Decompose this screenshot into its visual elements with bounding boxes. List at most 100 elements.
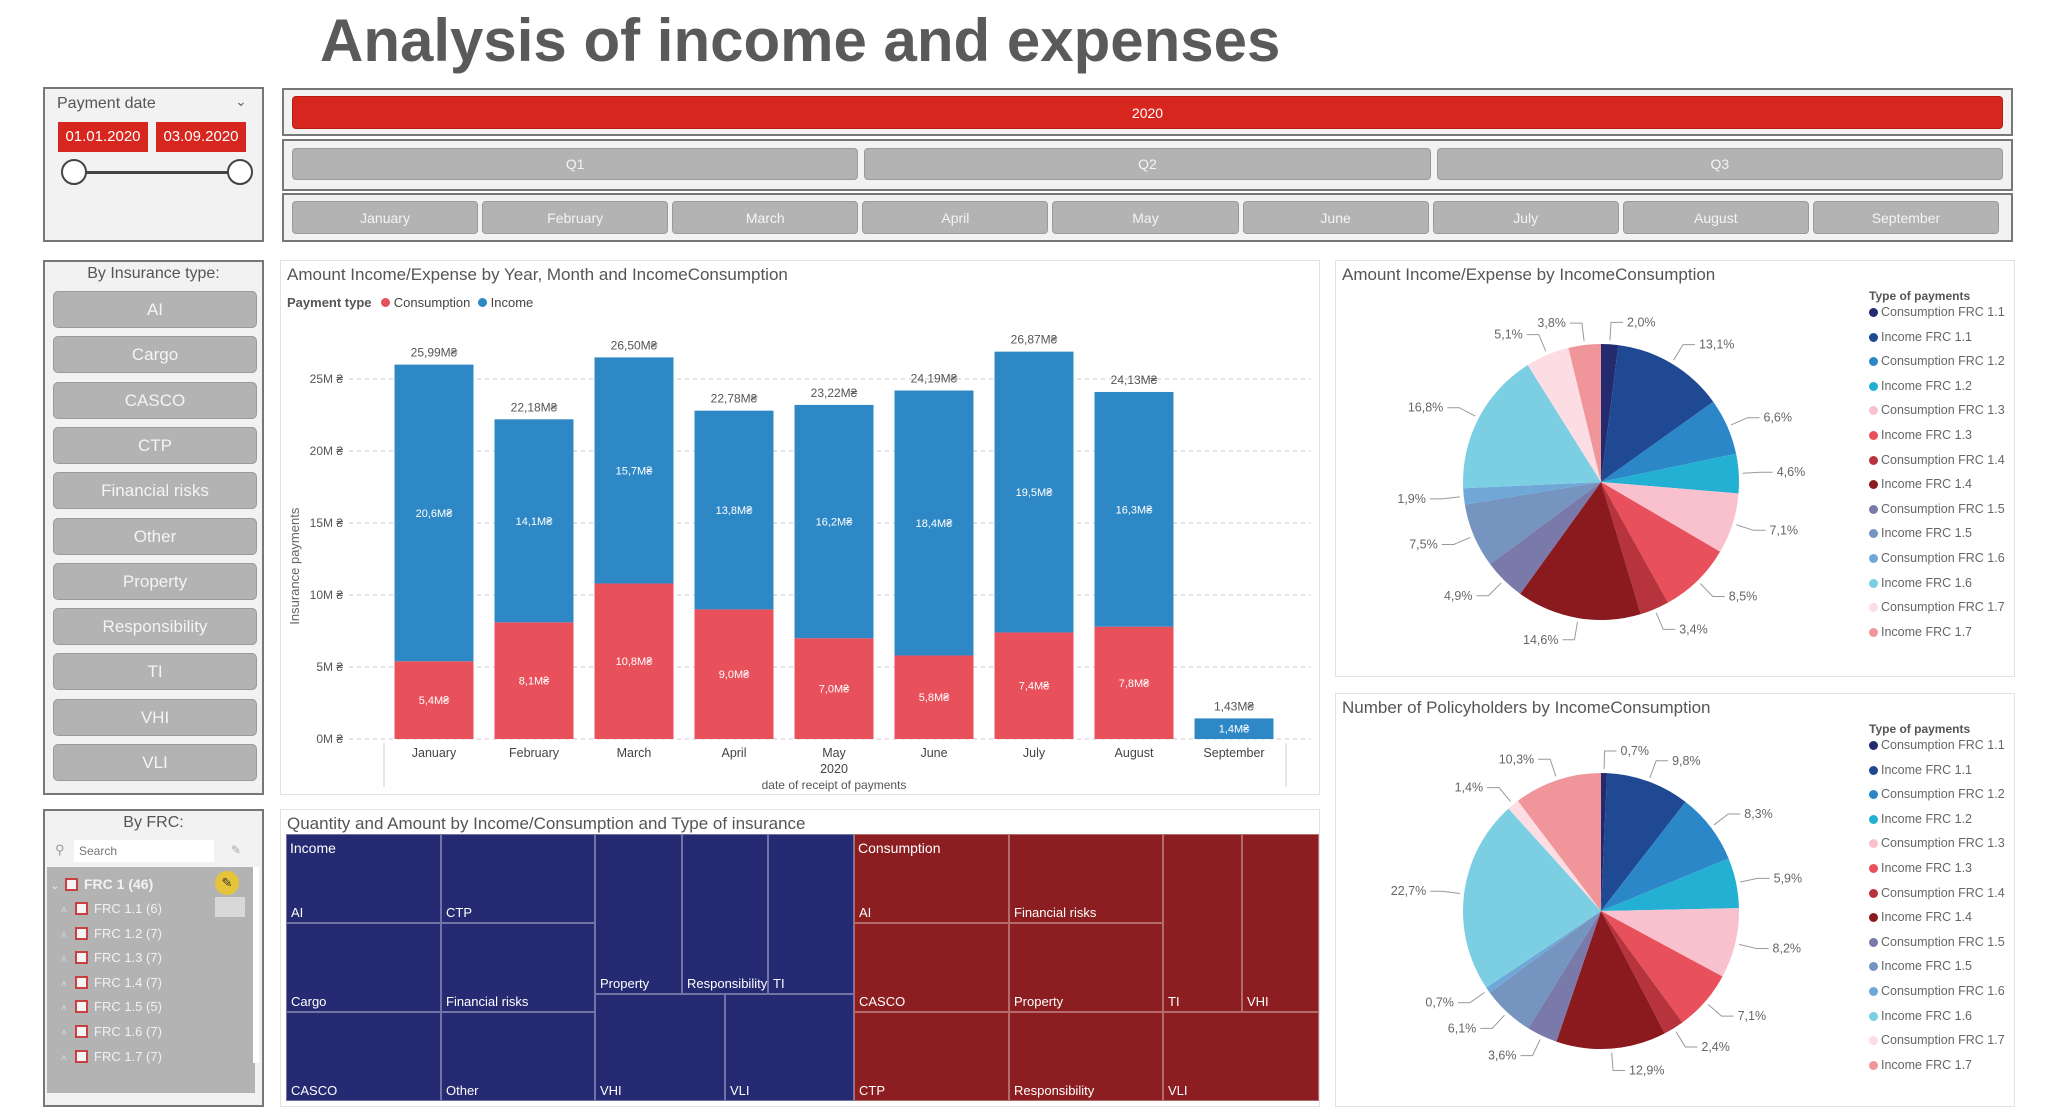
pie-slice[interactable] — [1601, 801, 1729, 911]
month-button[interactable]: September — [1812, 201, 1999, 234]
legend-item[interactable]: Consumption FRC 1.6 — [1869, 551, 2005, 565]
treemap-cell[interactable]: TI — [768, 834, 854, 994]
bar-income[interactable] — [394, 364, 474, 662]
month-button[interactable]: August — [1622, 201, 1809, 234]
treemap-cell[interactable]: VHI — [1242, 834, 1319, 1012]
legend-item[interactable]: Consumption FRC 1.3 — [1869, 403, 2005, 417]
quarter-button[interactable]: Q1 — [292, 148, 859, 180]
pie-slice[interactable] — [1601, 911, 1723, 1023]
chevron-up-icon[interactable]: ˄ — [61, 954, 67, 966]
bar-income[interactable] — [494, 419, 574, 623]
legend-item[interactable]: Income FRC 1.2 — [1869, 812, 1972, 826]
legend-item[interactable]: Consumption FRC 1.3 — [1869, 836, 2005, 850]
bar-consumption[interactable] — [1094, 626, 1174, 739]
legend-item[interactable]: Income FRC 1.5 — [1869, 526, 1972, 540]
bar-consumption[interactable] — [994, 632, 1074, 739]
pie-slice[interactable] — [1556, 911, 1665, 1049]
legend-item[interactable]: Income FRC 1.2 — [1869, 379, 1972, 393]
chevron-up-icon[interactable]: ˄ — [61, 1028, 67, 1039]
insurance-type-button[interactable]: VLI — [53, 744, 257, 781]
bar-income[interactable] — [594, 357, 674, 584]
legend-item[interactable]: Consumption FRC 1.5 — [1869, 502, 2005, 516]
month-button[interactable]: July — [1432, 201, 1619, 234]
pie-slice[interactable] — [1527, 347, 1601, 482]
legend-item-income[interactable]: Income — [474, 295, 533, 310]
pie-slice[interactable] — [1601, 344, 1619, 482]
chevron-up-icon[interactable]: ˄ — [61, 1003, 67, 1015]
insurance-type-button[interactable]: Cargo — [53, 336, 257, 374]
pie-slice[interactable] — [1517, 773, 1601, 911]
bar-consumption[interactable] — [894, 655, 974, 739]
legend-item[interactable]: Consumption FRC 1.1 — [1869, 738, 2005, 752]
bar-income[interactable] — [1194, 718, 1274, 739]
frc-item[interactable]: ˄ FRC 1.5 (5) — [61, 996, 162, 1018]
legend-item[interactable]: Income FRC 1.4 — [1869, 477, 1972, 491]
pie-slice[interactable] — [1463, 808, 1601, 988]
chevron-down-icon[interactable]: ⌄ — [235, 93, 247, 109]
legend-item[interactable]: Consumption FRC 1.4 — [1869, 453, 2005, 467]
frc-search-input[interactable] — [74, 840, 214, 862]
legend-item[interactable]: Income FRC 1.6 — [1869, 576, 1972, 590]
legend-item[interactable]: Consumption FRC 1.7 — [1869, 600, 2005, 614]
bar-consumption[interactable] — [794, 638, 874, 739]
frc-item[interactable]: ˄ FRC 1.4 (7) — [61, 972, 162, 994]
pie-slice[interactable] — [1568, 344, 1601, 482]
pie-slice[interactable] — [1601, 908, 1739, 977]
insurance-type-button[interactable]: AI — [53, 291, 257, 328]
treemap-cell[interactable]: AI — [854, 834, 1009, 923]
checkbox[interactable] — [75, 926, 88, 940]
quarter-button[interactable]: Q2 — [864, 148, 1431, 180]
chevron-up-icon[interactable]: ˄ — [61, 1052, 67, 1064]
bar-consumption[interactable] — [594, 583, 674, 739]
insurance-type-button[interactable]: TI — [53, 653, 257, 691]
insurance-type-button[interactable]: Responsibility — [53, 608, 257, 646]
chevron-up-icon[interactable]: ˄ — [61, 929, 67, 941]
checkbox[interactable] — [75, 1000, 88, 1014]
treemap-cell[interactable]: Responsibility — [682, 834, 768, 994]
treemap-cell[interactable]: VHI — [595, 994, 725, 1101]
treemap-cell[interactable]: Responsibility — [1009, 1012, 1163, 1101]
end-date-handle[interactable] — [227, 159, 253, 185]
bar-income[interactable] — [894, 390, 974, 656]
treemap-cell[interactable]: CTP — [441, 834, 595, 923]
pie-slice[interactable] — [1528, 911, 1601, 1042]
legend-item[interactable]: Consumption FRC 1.1 — [1869, 305, 2005, 319]
treemap-cell[interactable]: CASCO — [854, 923, 1009, 1012]
month-button[interactable]: June — [1242, 201, 1429, 234]
legend-item[interactable]: Income FRC 1.6 — [1869, 1009, 1972, 1023]
legend-item[interactable]: Consumption FRC 1.7 — [1869, 1033, 2005, 1047]
legend-item[interactable]: Consumption FRC 1.6 — [1869, 984, 2005, 998]
legend-item[interactable]: Income FRC 1.1 — [1869, 330, 1972, 344]
checkbox[interactable] — [75, 1025, 88, 1038]
legend-item[interactable]: Income FRC 1.3 — [1869, 428, 1972, 442]
treemap-cell[interactable]: CTP — [854, 1012, 1009, 1101]
pie-slice[interactable] — [1601, 453, 1739, 494]
legend-item[interactable]: Consumption FRC 1.4 — [1869, 886, 2005, 900]
frc-parent-item[interactable]: ⌄ FRC 1 (46) — [51, 873, 153, 895]
chevron-up-icon[interactable]: ˄ — [61, 978, 67, 990]
treemap-cell[interactable]: Financial risks — [1009, 834, 1163, 923]
legend-item[interactable]: Income FRC 1.7 — [1869, 625, 1972, 639]
pie-slice[interactable] — [1601, 858, 1739, 911]
insurance-type-button[interactable]: CASCO — [53, 381, 257, 419]
legend-item[interactable]: Income FRC 1.1 — [1869, 763, 1972, 777]
start-date-handle[interactable] — [61, 159, 87, 185]
insurance-type-button[interactable]: VHI — [53, 698, 257, 736]
pie-slice[interactable] — [1486, 911, 1601, 993]
month-button[interactable]: January — [292, 201, 479, 234]
pie-slice[interactable] — [1601, 401, 1737, 482]
pie-slice[interactable] — [1601, 482, 1739, 552]
pie-slice[interactable] — [1601, 773, 1608, 911]
pie-slice[interactable] — [1601, 482, 1721, 603]
checkbox[interactable] — [75, 951, 88, 965]
checkbox[interactable] — [75, 975, 88, 989]
legend-item[interactable]: Consumption FRC 1.2 — [1869, 787, 2005, 801]
bar-consumption[interactable] — [694, 609, 774, 739]
pie-slice[interactable] — [1463, 365, 1601, 489]
end-date-input[interactable]: 03.09.2020 — [156, 122, 246, 152]
pencil-icon[interactable]: ✎ — [215, 871, 239, 895]
treemap-cell[interactable]: TI — [1163, 834, 1242, 1012]
frc-item[interactable]: ˄ FRC 1.2 (7) — [61, 923, 162, 945]
treemap-cell[interactable]: VLI — [1163, 1012, 1319, 1101]
checkbox[interactable] — [75, 902, 88, 915]
